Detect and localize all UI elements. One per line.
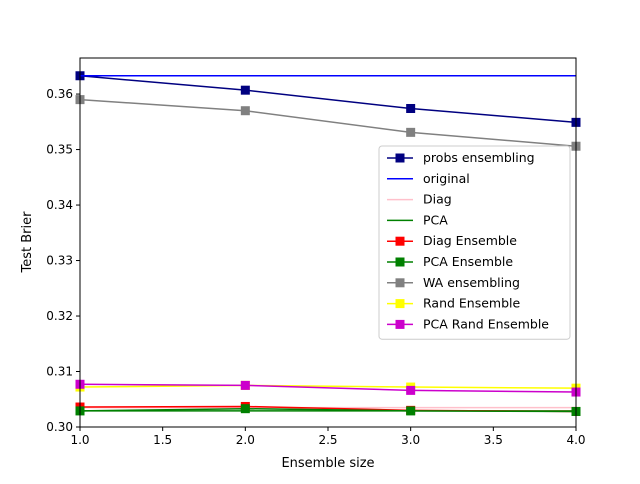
legend: probs ensembling original Diag PCA Diag Ense…	[378, 145, 571, 340]
data-point	[240, 404, 250, 414]
data-point	[406, 385, 416, 395]
data-point	[406, 127, 416, 137]
legend-label: Diag Ensemble	[423, 233, 517, 248]
legend-swatch-marker	[395, 299, 405, 309]
legend-label: probs ensembling	[423, 150, 535, 165]
x-tick-label: 1.0	[70, 433, 89, 447]
legend-item: Diag	[387, 192, 452, 207]
data-point	[406, 406, 416, 416]
y-axis-label: Test Brier	[20, 211, 35, 274]
x-tick-label: 4.0	[566, 433, 585, 447]
legend-swatch-marker	[395, 236, 405, 246]
x-tick-label: 3.5	[484, 433, 503, 447]
plot-frame	[79, 57, 577, 428]
legend-label: PCA	[423, 212, 448, 227]
y-tick-label: 0.36	[46, 87, 73, 101]
legend-box	[378, 145, 571, 340]
series-line	[79, 98, 577, 147]
legend-item: original	[387, 171, 470, 186]
series-line	[79, 407, 577, 413]
legend-item: PCA	[387, 212, 448, 227]
legend-item: Rand Ensemble	[387, 296, 521, 311]
legend-label: original	[423, 171, 470, 186]
series-layer	[75, 71, 581, 416]
data-point	[240, 85, 250, 95]
legend-swatch-marker	[395, 319, 405, 329]
x-tick-label: 2.0	[236, 433, 255, 447]
legend-swatch-marker	[395, 153, 405, 163]
y-tick-label: 0.32	[46, 309, 73, 323]
legend-item: WA ensembling	[387, 275, 520, 290]
legend-label: WA ensembling	[423, 275, 520, 290]
series-line	[79, 384, 577, 389]
legend-item: Diag Ensemble	[387, 233, 517, 248]
series-line	[79, 383, 577, 393]
x-axis-label: Ensemble size	[281, 456, 374, 471]
legend-label: Rand Ensemble	[423, 296, 521, 311]
data-point	[406, 103, 416, 113]
y-tick-label: 0.30	[46, 420, 73, 434]
axis-ticks: 1.0 1.5 2.0 2.5 3.0 3.5 4.0 0.30 0.31 0.32 0.33 0.3…	[46, 87, 585, 447]
y-tick-label: 0.34	[46, 198, 73, 212]
x-tick-label: 2.5	[318, 433, 337, 447]
legend-swatch-marker	[395, 257, 405, 267]
legend-label: Diag	[423, 192, 452, 207]
x-tick-label: 3.0	[401, 433, 420, 447]
legend-label: PCA Ensemble	[423, 254, 513, 269]
series-line	[79, 75, 577, 124]
y-tick-label: 0.35	[46, 143, 73, 157]
legend-label: PCA Rand Ensemble	[423, 316, 549, 331]
x-tick-label: 1.5	[153, 433, 172, 447]
y-tick-label: 0.31	[46, 365, 73, 379]
legend-item: probs ensembling	[387, 150, 535, 165]
data-point	[240, 380, 250, 390]
legend-item: PCA Rand Ensemble	[387, 316, 549, 331]
legend-swatch-marker	[395, 278, 405, 288]
legend-item: PCA Ensemble	[387, 254, 513, 269]
y-tick-label: 0.33	[46, 254, 73, 268]
data-point	[240, 106, 250, 116]
